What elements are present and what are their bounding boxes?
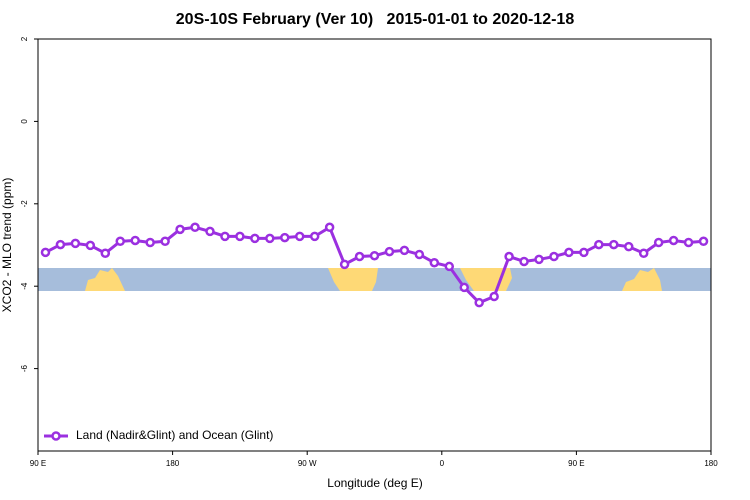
y-tick-label: 0	[20, 119, 29, 124]
y-tick-label: -6	[20, 364, 29, 372]
data-point	[564, 247, 574, 258]
data-point	[294, 231, 305, 242]
y-tick-label: 2	[20, 36, 29, 41]
data-point	[235, 231, 245, 242]
data-point	[594, 239, 604, 250]
data-point	[190, 222, 200, 233]
data-point	[175, 224, 185, 235]
land-patch	[622, 268, 662, 291]
data-point	[414, 249, 425, 260]
data-point	[309, 231, 320, 242]
y-tick-label: -4	[20, 282, 29, 290]
chart-title: 20S-10S February (Ver 10) 2015-01-01 to …	[176, 11, 575, 28]
x-axis-label: Longitude (deg E)	[327, 476, 422, 490]
data-point	[579, 247, 589, 258]
map-strip	[38, 268, 711, 291]
data-point	[160, 236, 170, 247]
data-point	[55, 239, 66, 250]
data-point	[534, 254, 544, 265]
data-point	[519, 256, 529, 267]
data-point	[504, 251, 514, 262]
data-point	[489, 291, 499, 302]
data-point	[130, 235, 140, 246]
x-tick-label: 90 E	[30, 459, 46, 468]
data-point	[100, 248, 111, 258]
data-point	[115, 236, 126, 247]
data-point	[339, 259, 350, 270]
data-point	[459, 282, 469, 293]
series-line	[44, 225, 704, 305]
legend-label: Land (Nadir&Glint) and Ocean (Glint)	[76, 428, 273, 442]
x-tick-label: 90 W	[298, 459, 317, 468]
legend-marker	[51, 431, 61, 441]
data-point	[668, 235, 679, 246]
data-point	[609, 239, 619, 250]
data-point	[444, 261, 455, 272]
data-point	[369, 250, 380, 261]
data-point	[280, 232, 290, 243]
data-point	[85, 240, 96, 251]
data-point	[324, 222, 335, 233]
x-tick-label: 180	[166, 459, 180, 468]
data-point	[40, 247, 51, 258]
data-point	[623, 241, 634, 252]
x-tick-label: 90 E	[568, 459, 584, 468]
plot-frame	[37, 38, 712, 452]
data-point	[638, 248, 649, 258]
data-point	[265, 233, 275, 244]
data-point	[145, 237, 155, 248]
data-point	[399, 245, 410, 256]
data-point	[429, 257, 440, 268]
data-point	[354, 251, 365, 262]
data-point	[698, 236, 709, 247]
land-patch	[85, 268, 125, 291]
data-point	[683, 237, 694, 248]
data-point	[220, 231, 230, 242]
data-point	[653, 237, 664, 248]
data-point	[205, 226, 215, 237]
y-axis-label: XCO2 - MLO trend (ppm)	[0, 178, 14, 313]
land-patch	[328, 268, 378, 291]
data-point	[549, 251, 559, 262]
data-point	[474, 297, 484, 308]
x-tick-label: 180	[704, 459, 718, 468]
y-tick-label: -2	[20, 200, 29, 208]
data-point	[250, 233, 260, 244]
data-point	[70, 238, 81, 249]
data-point	[384, 246, 395, 257]
x-tick-label: 0	[440, 459, 445, 468]
